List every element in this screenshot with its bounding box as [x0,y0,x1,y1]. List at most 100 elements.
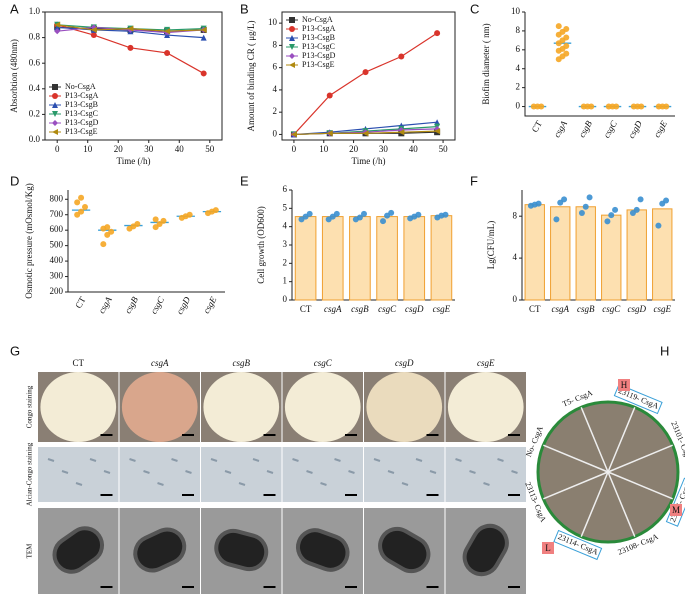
y-tick-label: 4 [513,252,518,262]
plot-frame [281,11,456,141]
bacterium [295,528,350,572]
legend-marker [289,44,295,50]
x-tick-label: CT [530,119,545,134]
cell-shape [348,470,355,474]
axis-line [524,12,675,117]
y-tick-label: 0.8 [29,32,41,42]
cell-shape [306,470,313,474]
marker [127,44,134,51]
data-point [663,197,670,204]
bacterium [462,523,509,577]
legend-marker [52,102,58,108]
legend-marker [52,84,58,90]
y-tick-label: 4 [283,221,288,231]
colony [284,372,361,442]
data-point [612,206,619,213]
x-tick-label: csgD [405,304,424,314]
bacterium [214,528,269,572]
data-point [388,209,395,216]
legend-label: P13-CsgA [302,24,336,33]
cell-shape [320,482,327,486]
y-tick-label: 2 [516,82,521,92]
y-tick-label: 10 [511,6,521,16]
data-point [655,222,662,229]
bar [403,216,426,301]
y-tick-label: 200 [50,286,64,296]
cell-shape [185,470,192,474]
panel-letter: C [470,1,479,16]
panel-letter: G [10,343,20,358]
cell-shape [455,458,462,462]
marker [326,130,333,137]
column-label: csgB [233,358,251,368]
colony [40,372,117,442]
data-point [563,50,570,57]
panel-letter: E [240,173,249,188]
panel-letter: A [10,1,19,16]
x-tick-label: csgB [577,119,595,140]
legend-marker [52,120,58,126]
sector-line [543,444,609,473]
bar [321,216,344,301]
sector-line [607,471,673,500]
data-point [637,196,644,203]
cell-shape [61,470,69,474]
image-cell [119,447,200,502]
cell-shape [103,470,111,474]
x-axis-label: Time (/h) [117,156,151,166]
data-point [563,26,570,33]
x-tick-label: csgE [433,304,451,314]
marker [54,21,61,28]
legend-marker [289,62,295,68]
sector-line [607,471,636,537]
bar [626,209,647,301]
x-tick-label: 20 [349,144,359,154]
legend-label: No-CsgA [302,15,333,24]
x-tick-label: csgB [577,304,595,314]
data-point [663,103,670,110]
sector-line [580,407,609,473]
legend-marker [289,53,295,59]
x-tick-label: csgC [378,304,397,314]
marker [398,129,405,136]
cell-shape [89,458,97,462]
cell-shape [373,458,381,462]
x-tick-label: csgA [552,119,570,140]
legend-label: P13-CsgB [302,33,335,42]
panel-letter: H [660,343,669,358]
cell-shape [292,458,299,462]
column-label: csgE [477,358,495,368]
y-tick-label: 3 [283,239,288,249]
y-tick-label: 0 [283,294,288,304]
y-tick-label: 6 [283,184,288,194]
sector-line [543,471,609,500]
legend-marker [52,129,58,135]
axis-line [291,190,455,301]
marker [290,131,297,138]
marker [434,30,441,37]
image-cell [282,447,363,502]
row-label: Alcian-Congo staining [26,442,34,506]
bacterium [378,526,431,574]
marker-label: M [672,505,680,515]
cell-shape [171,458,178,462]
y-tick-label: 2 [283,257,288,267]
data-point [415,211,422,218]
data-point [604,218,611,225]
y-axis-label: Lg(CFU/mL) [486,221,496,270]
data-point [561,196,568,203]
label-box [613,383,663,415]
data-point [535,200,542,207]
x-tick-label: csgB [123,295,141,316]
sector-line [607,444,673,473]
data-point [608,212,615,219]
panel-letter: F [470,173,478,188]
x-tick-label: 0 [55,144,60,154]
cell-shape [238,482,246,486]
column-label: csgD [395,358,414,368]
cell-shape [387,470,395,474]
data-point [333,210,340,217]
colony [121,372,198,442]
bar [601,214,622,301]
image-cell [445,447,526,502]
